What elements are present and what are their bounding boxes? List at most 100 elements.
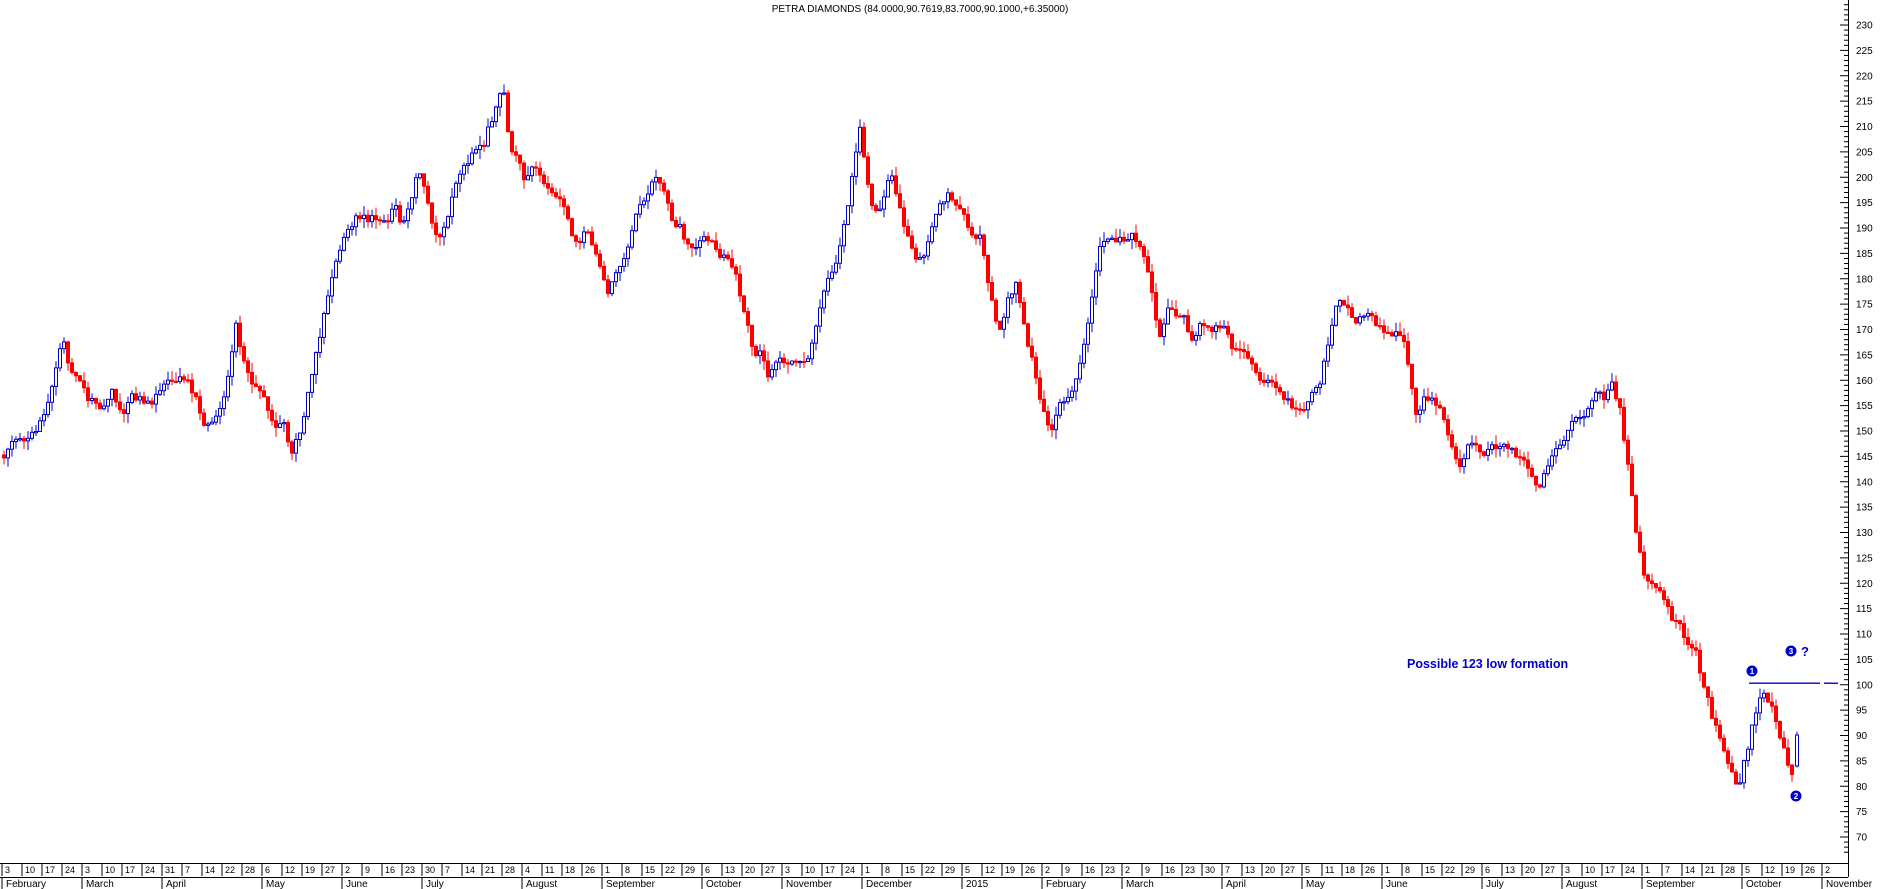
candle	[70, 357, 74, 375]
candle	[978, 225, 982, 246]
candle	[670, 199, 674, 222]
candle	[1058, 398, 1062, 419]
candle	[78, 375, 82, 383]
candle	[898, 184, 902, 209]
month-label: October	[1746, 879, 1782, 889]
candle	[330, 269, 334, 304]
week-tick-label: 26	[1365, 865, 1375, 875]
candle	[1074, 378, 1078, 401]
candle	[1254, 361, 1258, 376]
candle	[446, 215, 450, 230]
candle	[1494, 435, 1498, 458]
candle	[634, 213, 638, 233]
candle	[1330, 317, 1334, 349]
candle	[1598, 390, 1602, 400]
svg-text:2: 2	[1794, 792, 1799, 801]
week-tick-label: 4	[525, 865, 530, 875]
candle	[1682, 615, 1686, 646]
candle	[858, 119, 862, 156]
month-label: July	[426, 879, 444, 889]
candle	[1310, 389, 1314, 406]
candle	[1042, 390, 1046, 413]
candle	[54, 361, 58, 396]
candle	[150, 397, 154, 409]
week-tick-label: 31	[165, 865, 175, 875]
candle	[1758, 688, 1762, 721]
week-tick-label: 12	[1765, 865, 1775, 875]
candle	[530, 165, 534, 182]
week-tick-label: 6	[265, 865, 270, 875]
week-tick-label: 28	[245, 865, 255, 875]
candle	[794, 358, 798, 367]
candle	[1518, 449, 1522, 466]
candle	[1294, 400, 1298, 418]
week-tick-label: 23	[1105, 865, 1115, 875]
candle	[318, 328, 322, 358]
candle	[1066, 388, 1070, 405]
week-tick-label: 24	[1625, 865, 1635, 875]
candle	[1250, 355, 1254, 371]
week-tick-label: 26	[1805, 865, 1815, 875]
candle	[802, 351, 806, 369]
week-tick-label: 12	[985, 865, 995, 875]
candle	[1118, 228, 1122, 246]
candle	[1306, 400, 1310, 419]
candle	[878, 200, 882, 212]
week-tick-label: 15	[905, 865, 915, 875]
candle	[630, 225, 634, 250]
candle	[1150, 264, 1154, 302]
candle	[1410, 363, 1414, 395]
candle	[1754, 706, 1758, 734]
candle	[1270, 375, 1274, 388]
week-tick-label: 29	[685, 865, 695, 875]
candle	[1218, 320, 1222, 333]
week-tick-label: 15	[1425, 865, 1435, 875]
candle	[434, 215, 438, 243]
candle	[570, 217, 574, 237]
candle	[1246, 344, 1250, 360]
y-axis-label: 160	[1856, 376, 1873, 387]
candle	[242, 342, 246, 364]
candle	[598, 249, 602, 269]
week-tick-label: 6	[1485, 865, 1490, 875]
candle	[1574, 415, 1578, 425]
candle	[430, 201, 434, 229]
candle	[230, 344, 234, 386]
week-tick-label: 24	[145, 865, 155, 875]
month-label: February	[1046, 879, 1086, 889]
candle	[1382, 319, 1386, 340]
candle	[1778, 720, 1782, 741]
candle	[1698, 642, 1702, 681]
week-tick-label: 20	[745, 865, 755, 875]
y-axis-label: 140	[1856, 477, 1873, 488]
candle	[1446, 414, 1450, 441]
candle	[1146, 249, 1150, 273]
candle	[1542, 469, 1546, 489]
week-tick-label: 29	[1465, 865, 1475, 875]
candle	[1298, 402, 1302, 416]
candle	[886, 174, 890, 198]
candle	[1242, 341, 1246, 359]
candle	[1670, 600, 1674, 622]
month-label: November	[786, 879, 833, 889]
candle	[1726, 747, 1730, 769]
week-tick-label: 23	[405, 865, 415, 875]
marker-circle-1: 1	[1746, 665, 1758, 677]
candle	[138, 391, 142, 405]
candle	[1502, 442, 1506, 452]
candle	[1226, 320, 1230, 339]
candle	[954, 199, 958, 212]
candle	[1618, 398, 1622, 415]
week-tick-label: 2	[1825, 865, 1830, 875]
candle	[1770, 692, 1774, 713]
candle	[1362, 314, 1366, 321]
candle	[1390, 329, 1394, 337]
candle	[1026, 322, 1030, 348]
candle	[382, 214, 386, 224]
y-axis-label: 110	[1856, 630, 1872, 641]
candle	[842, 219, 846, 253]
candle	[1094, 262, 1098, 305]
candle	[542, 171, 546, 188]
candle	[942, 201, 946, 211]
